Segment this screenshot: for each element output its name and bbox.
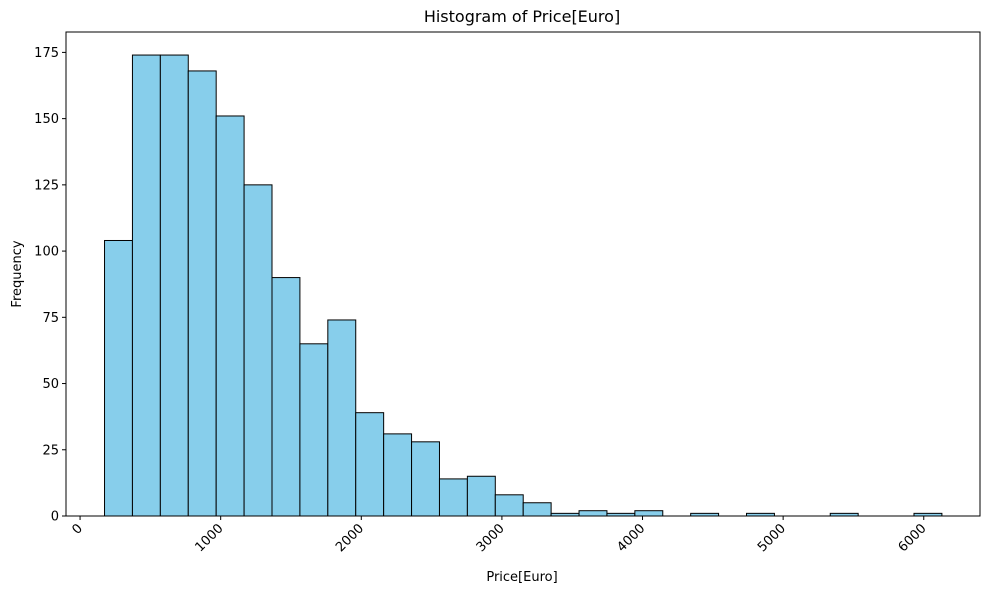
x-tick-label: 1000 xyxy=(192,521,226,555)
histogram-bar xyxy=(411,441,440,517)
histogram-bar xyxy=(634,510,664,517)
y-axis-title: Frequency xyxy=(10,240,25,307)
y-tick-label: 150 xyxy=(34,112,59,127)
histogram-bar xyxy=(383,433,413,517)
bars-group xyxy=(104,54,943,517)
histogram-bar xyxy=(104,239,133,517)
x-tick-label: 3000 xyxy=(474,521,508,555)
y-tick-label: 75 xyxy=(42,311,59,326)
histogram-bar xyxy=(578,510,608,517)
histogram-bar xyxy=(494,494,524,517)
x-tick-label: 4000 xyxy=(614,521,648,555)
y-tick-label: 25 xyxy=(42,443,59,458)
histogram-bar xyxy=(187,70,217,517)
y-tick-label: 0 xyxy=(51,510,59,525)
plot-area-frame xyxy=(65,31,981,517)
histogram-bar xyxy=(438,478,468,517)
histogram-bar xyxy=(159,54,189,517)
histogram-bar xyxy=(355,412,385,517)
y-tick-label: 125 xyxy=(34,178,59,193)
y-tick-label: 175 xyxy=(34,46,59,61)
x-tick-label: 5000 xyxy=(755,521,789,555)
x-axis-title: Price[Euro] xyxy=(486,570,557,585)
chart-title: Histogram of Price[Euro] xyxy=(424,7,620,26)
x-tick-label: 2000 xyxy=(333,521,367,555)
x-tick-label: 6000 xyxy=(896,521,930,555)
histogram-bar xyxy=(243,184,273,517)
x-axis: 0 1000 2000 3000 4000 5000 6000 xyxy=(69,516,930,555)
y-tick-label: 100 xyxy=(34,245,59,260)
histogram-bar xyxy=(299,343,329,517)
y-axis: 0 25 50 75 100 125 150 175 xyxy=(34,46,66,525)
histogram-bar xyxy=(466,475,496,517)
histogram-bar xyxy=(327,319,357,517)
histogram-bar xyxy=(215,115,245,517)
histogram-bar xyxy=(131,54,161,517)
histogram-bar xyxy=(271,277,301,517)
y-tick-label: 50 xyxy=(42,377,59,392)
histogram-bar xyxy=(522,502,552,517)
x-tick-label: 0 xyxy=(69,521,85,537)
